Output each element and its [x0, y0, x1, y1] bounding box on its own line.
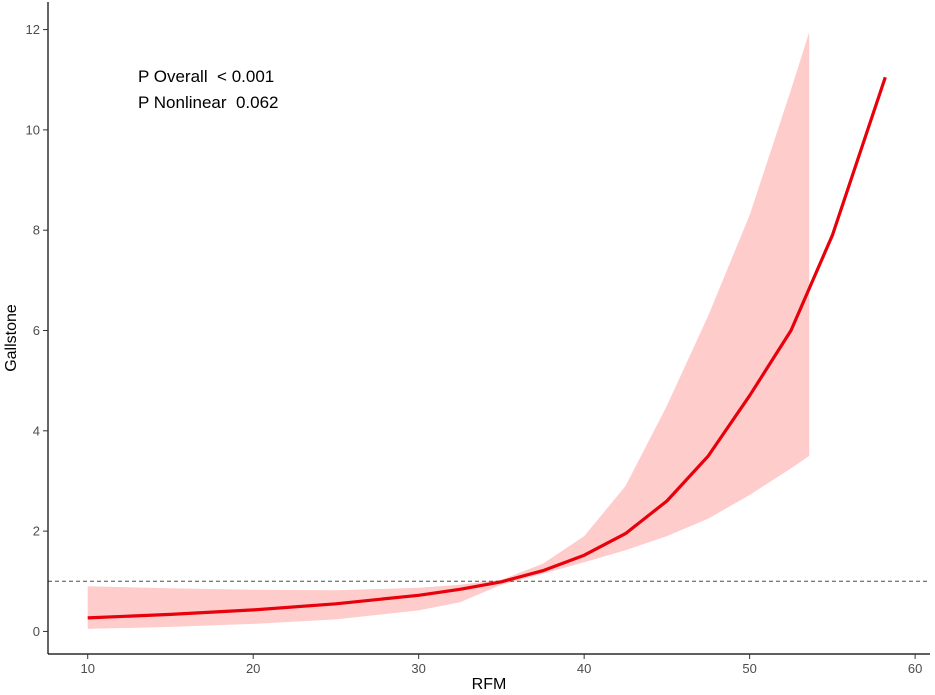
y-tick-label: 2 — [33, 524, 40, 539]
y-tick-label: 4 — [33, 423, 40, 438]
x-tick-label: 20 — [246, 661, 260, 676]
p-nonlinear-annotation: P Nonlinear 0.062 — [138, 93, 279, 112]
axes — [47, 2, 930, 655]
x-axis-ticks: 10 20 30 40 50 60 — [80, 654, 922, 676]
series-line-layer — [87, 76, 887, 620]
series-line — [87, 76, 887, 620]
x-axis-title: RFM — [472, 676, 507, 693]
y-tick-label: 0 — [33, 624, 40, 639]
y-tick-label: 12 — [26, 22, 40, 37]
y-axis-ticks: 0 2 4 6 8 10 12 — [26, 22, 48, 639]
y-tick-label: 6 — [33, 323, 40, 338]
x-tick-label: 10 — [80, 661, 94, 676]
x-tick-label: 50 — [742, 661, 756, 676]
confidence-band-layer — [87, 32, 810, 629]
y-tick-label: 10 — [26, 122, 40, 137]
x-tick-label: 60 — [908, 661, 922, 676]
x-tick-label: 40 — [577, 661, 591, 676]
p-overall-annotation: P Overall < 0.001 — [138, 67, 274, 86]
confidence-band — [87, 32, 810, 629]
y-axis-title: Gallstone — [3, 304, 20, 372]
x-tick-label: 30 — [411, 661, 425, 676]
y-tick-label: 8 — [33, 223, 40, 238]
